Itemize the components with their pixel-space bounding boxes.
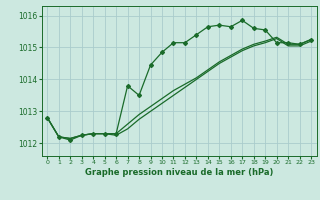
X-axis label: Graphe pression niveau de la mer (hPa): Graphe pression niveau de la mer (hPa) <box>85 168 273 177</box>
